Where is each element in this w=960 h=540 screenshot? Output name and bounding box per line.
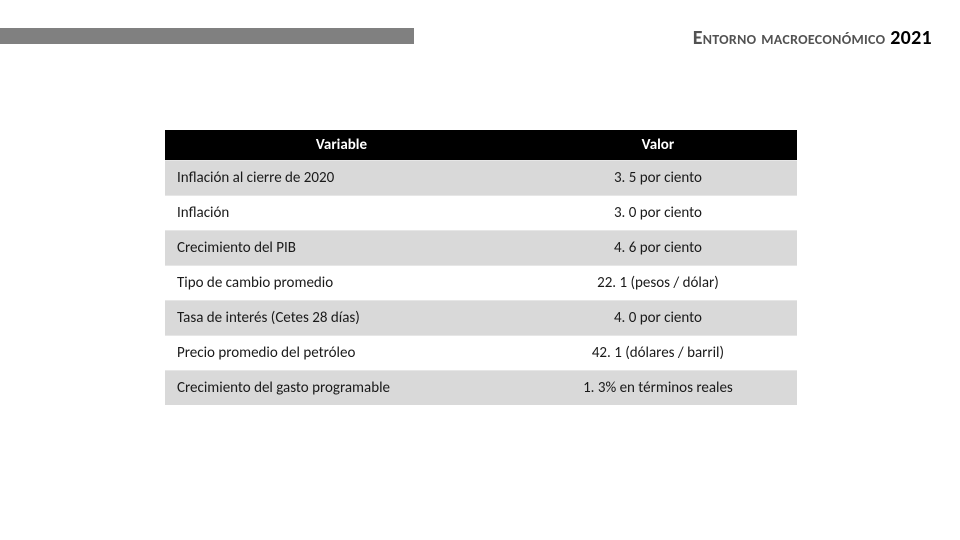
cell-variable: Crecimiento del PIB bbox=[165, 231, 519, 265]
header-accent-bar bbox=[0, 28, 414, 44]
cell-valor: 3. 5 por ciento bbox=[519, 161, 797, 195]
cell-valor: 3. 0 por ciento bbox=[519, 196, 797, 230]
page-title-text: Entorno macroeconómico bbox=[693, 26, 886, 50]
cell-variable: Crecimiento del gasto programable bbox=[165, 371, 519, 405]
cell-valor: 42. 1 (dólares / barril) bbox=[519, 336, 797, 370]
cell-valor: 22. 1 (pesos / dólar) bbox=[519, 266, 797, 300]
table-row: Inflación al cierre de 2020 3. 5 por cie… bbox=[165, 160, 797, 195]
table-row: Tipo de cambio promedio 22. 1 (pesos / d… bbox=[165, 265, 797, 300]
table-row: Crecimiento del gasto programable 1. 3% … bbox=[165, 370, 797, 405]
macro-table: Variable Valor Inflación al cierre de 20… bbox=[165, 130, 797, 405]
table-row: Tasa de interés (Cetes 28 días) 4. 0 por… bbox=[165, 300, 797, 335]
cell-valor: 4. 0 por ciento bbox=[519, 301, 797, 335]
table-row: Crecimiento del PIB 4. 6 por ciento bbox=[165, 230, 797, 265]
cell-variable: Tasa de interés (Cetes 28 días) bbox=[165, 301, 519, 335]
table-body: Inflación al cierre de 2020 3. 5 por cie… bbox=[165, 160, 797, 405]
cell-variable: Inflación bbox=[165, 196, 519, 230]
table-row: Inflación 3. 0 por ciento bbox=[165, 195, 797, 230]
page-title-year: 2021 bbox=[890, 26, 932, 50]
cell-valor: 4. 6 por ciento bbox=[519, 231, 797, 265]
cell-variable: Precio promedio del petróleo bbox=[165, 336, 519, 370]
page-title: Entorno macroeconómico 2021 bbox=[693, 26, 932, 50]
column-header-valor: Valor bbox=[519, 130, 797, 160]
table-row: Precio promedio del petróleo 42. 1 (dóla… bbox=[165, 335, 797, 370]
cell-variable: Inflación al cierre de 2020 bbox=[165, 161, 519, 195]
cell-variable: Tipo de cambio promedio bbox=[165, 266, 519, 300]
column-header-variable: Variable bbox=[165, 130, 519, 160]
table-header-row: Variable Valor bbox=[165, 130, 797, 160]
cell-valor: 1. 3% en términos reales bbox=[519, 371, 797, 405]
